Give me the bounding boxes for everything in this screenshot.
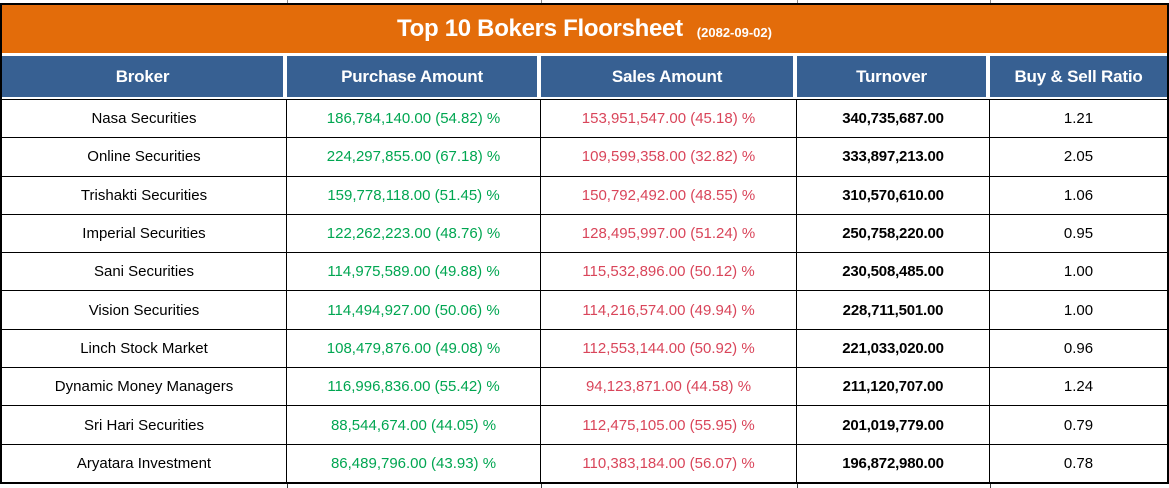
table-row: Aryatara Investment 86,489,796.00 (43.93…	[2, 443, 1167, 482]
title-bar: Top 10 Bokers Floorsheet (2082-09-02)	[2, 5, 1167, 53]
purchase-amount-cell: 116,996,836.00 (55.42) %	[287, 368, 541, 406]
title-date: (2082-09-02)	[696, 24, 772, 40]
sales-amount-cell: 110,383,184.00 (56.07) %	[541, 444, 797, 482]
sales-amount-cell: 128,495,997.00 (51.24) %	[541, 214, 797, 253]
table-frame: Top 10 Bokers Floorsheet (2082-09-02) Br…	[0, 3, 1169, 484]
table-row: Sri Hari Securities 88,544,674.00 (44.05…	[2, 405, 1167, 444]
column-header-broker: Broker	[2, 56, 287, 97]
buy-sell-ratio-cell: 1.00	[1063, 301, 1094, 319]
buy-sell-ratio-cell: 2.05	[1063, 148, 1094, 166]
turnover-cell: 211,120,707.00	[797, 368, 990, 406]
title-header-divider	[2, 53, 1167, 56]
sales-amount-cell: 94,123,871.00 (44.58) %	[541, 368, 797, 406]
turnover-cell: 230,508,485.00	[797, 253, 990, 291]
gridline-stub	[990, 0, 991, 4]
sales-amount-cell: 153,951,547.00 (45.18) %	[541, 100, 797, 138]
sales-amount-cell: 150,792,492.00 (48.55) %	[541, 176, 797, 214]
turnover-cell: 333,897,213.00	[797, 138, 990, 176]
sales-amount-cell: 115,532,896.00 (50.12) %	[541, 253, 797, 291]
broker-name-cell: Nasa Securities	[2, 100, 287, 138]
purchase-amount-cell: 114,975,589.00 (49.88) %	[287, 253, 541, 291]
gridline-stub	[990, 484, 991, 488]
broker-name-cell: Imperial Securities	[2, 214, 287, 253]
purchase-amount-cell: 86,489,796.00 (43.93) %	[287, 444, 541, 482]
table-body: Nasa Securities 186,784,140.00 (54.82) %…	[2, 97, 1167, 482]
broker-name-cell: Dynamic Money Managers	[2, 368, 287, 406]
turnover-cell: 201,019,779.00	[797, 406, 990, 444]
broker-name-cell: Online Securities	[2, 138, 287, 176]
table-header-row: Broker Purchase Amount Sales Amount Turn…	[2, 56, 1167, 97]
gridline-stub	[797, 0, 798, 4]
table-row: Dynamic Money Managers 116,996,836.00 (5…	[2, 367, 1167, 406]
turnover-cell: 196,872,980.00	[797, 444, 990, 482]
table-row: Imperial Securities 122,262,223.00 (48.7…	[2, 213, 1167, 253]
page-title: Top 10 Bokers Floorsheet	[397, 15, 683, 42]
sales-amount-cell: 114,216,574.00 (49.94) %	[541, 291, 797, 329]
sales-amount-cell: 112,475,105.00 (55.95) %	[541, 406, 797, 444]
broker-name-cell: Sani Securities	[2, 253, 287, 291]
buy-sell-ratio-cell: 0.96	[1063, 339, 1094, 357]
table-row: Trishakti Securities 159,778,118.00 (51.…	[2, 175, 1167, 214]
buy-sell-ratio-cell: 0.95	[1063, 225, 1094, 243]
broker-name-cell: Sri Hari Securities	[2, 406, 287, 444]
purchase-amount-cell: 108,479,876.00 (49.08) %	[287, 329, 541, 368]
table-row: Nasa Securities 186,784,140.00 (54.82) %…	[2, 99, 1167, 138]
column-header-ratio: Buy & Sell Ratio	[990, 56, 1167, 97]
gridline-stub	[541, 484, 542, 488]
turnover-cell: 250,758,220.00	[797, 214, 990, 253]
purchase-amount-cell: 159,778,118.00 (51.45) %	[287, 176, 541, 214]
purchase-amount-cell: 88,544,674.00 (44.05) %	[287, 406, 541, 444]
turnover-cell: 221,033,020.00	[797, 329, 990, 368]
gridline-stub	[797, 484, 798, 488]
turnover-cell: 340,735,687.00	[797, 100, 990, 138]
table-row: Sani Securities 114,975,589.00 (49.88) %…	[2, 252, 1167, 291]
broker-name-cell: Trishakti Securities	[2, 176, 287, 214]
broker-name-cell: Aryatara Investment	[2, 444, 287, 482]
table-row: Linch Stock Market 108,479,876.00 (49.08…	[2, 328, 1167, 368]
buy-sell-ratio-cell: 0.78	[1063, 454, 1094, 472]
sales-amount-cell: 109,599,358.00 (32.82) %	[541, 138, 797, 176]
purchase-amount-cell: 186,784,140.00 (54.82) %	[287, 100, 541, 138]
buy-sell-ratio-cell: 1.00	[1063, 263, 1094, 281]
gridline-stub	[541, 0, 542, 4]
buy-sell-ratio-cell: 1.24	[1063, 378, 1094, 396]
purchase-amount-cell: 114,494,927.00 (50.06) %	[287, 291, 541, 329]
gridline-stub	[287, 0, 288, 4]
buy-sell-ratio-cell: 1.21	[1063, 110, 1094, 128]
buy-sell-ratio-cell: 1.06	[1063, 186, 1094, 204]
turnover-cell: 228,711,501.00	[797, 291, 990, 329]
broker-name-cell: Linch Stock Market	[2, 329, 287, 368]
purchase-amount-cell: 122,262,223.00 (48.76) %	[287, 214, 541, 253]
column-header-purchase: Purchase Amount	[287, 56, 541, 97]
gridline-stub	[287, 484, 288, 488]
column-header-sales: Sales Amount	[541, 56, 797, 97]
turnover-cell: 310,570,610.00	[797, 176, 990, 214]
buy-sell-ratio-cell: 0.79	[1063, 416, 1094, 434]
sales-amount-cell: 112,553,144.00 (50.92) %	[541, 329, 797, 368]
table-row: Vision Securities 114,494,927.00 (50.06)…	[2, 290, 1167, 329]
purchase-amount-cell: 224,297,855.00 (67.18) %	[287, 138, 541, 176]
column-header-turnover: Turnover	[797, 56, 990, 97]
table-row: Online Securities 224,297,855.00 (67.18)…	[2, 137, 1167, 176]
broker-name-cell: Vision Securities	[2, 291, 287, 329]
